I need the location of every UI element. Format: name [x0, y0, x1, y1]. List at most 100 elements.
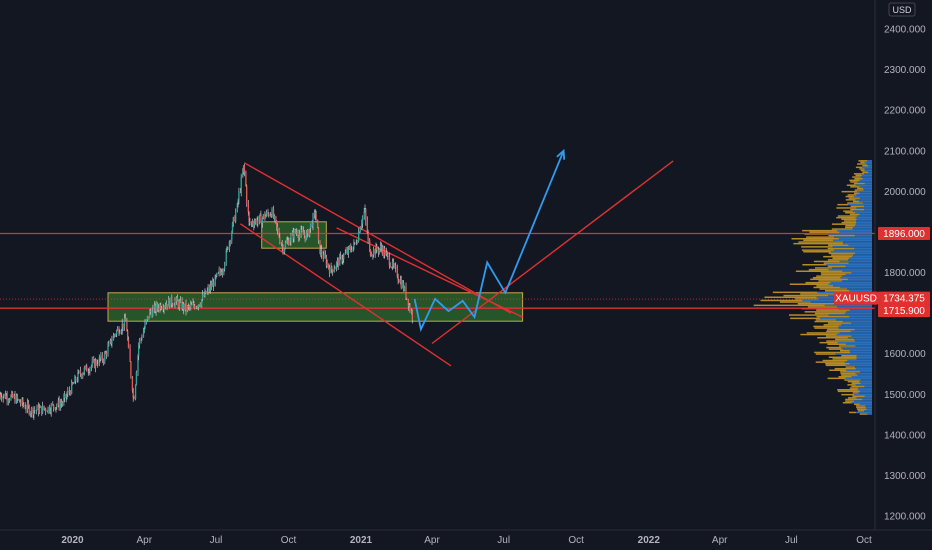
price-candle [55, 406, 57, 413]
price-candle [179, 298, 181, 311]
volume-profile-bar-up [849, 290, 872, 292]
price-candle [301, 225, 303, 233]
price-candle [388, 252, 391, 269]
volume-profile-bar-up [860, 371, 872, 373]
price-candle [320, 245, 322, 257]
price-candle [261, 216, 264, 228]
volume-profile-bar-down [850, 181, 858, 183]
price-candle [392, 258, 395, 269]
volume-profile-bar-up [833, 239, 872, 242]
volume-profile-bar-up [824, 304, 872, 307]
price-candle [196, 305, 198, 310]
volume-profile-bar-up [854, 328, 872, 331]
price-candle [113, 333, 115, 338]
price-candle [356, 239, 358, 245]
price-candle [254, 218, 257, 225]
price-candle [336, 257, 339, 268]
price-candle [320, 244, 323, 259]
price-badge-level: 1896.000 [878, 227, 930, 240]
price-candle [111, 335, 113, 348]
price-candle [116, 326, 119, 332]
price-candle [314, 209, 316, 221]
volume-profile-bar-down [816, 275, 843, 277]
price-candle [328, 264, 331, 278]
price-candle [108, 340, 110, 347]
price-candle [367, 229, 369, 244]
price-candle [194, 304, 196, 310]
volume-profile-bar-down [859, 168, 865, 170]
volume-profile-bar-up [855, 184, 872, 186]
volume-profile-bar-down [827, 265, 846, 268]
volume-profile-bar-up [845, 377, 872, 380]
price-candle [409, 303, 411, 313]
x-tick-label: Apr [137, 535, 153, 546]
volume-profile-bar-down [845, 398, 863, 401]
price-candle [90, 364, 93, 372]
volume-profile-bar-down [822, 359, 848, 362]
volume-profile-bar-down [828, 234, 855, 237]
price-candle [403, 285, 406, 292]
price-candle [105, 350, 108, 360]
volume-profile-bar-up [868, 171, 872, 173]
volume-profile-bar-down [820, 272, 852, 274]
volume-profile-bar-down [849, 179, 860, 182]
price-candle [10, 394, 12, 401]
price-candle [181, 297, 183, 311]
price-candle [8, 397, 11, 403]
volume-profile-bar-up [863, 187, 872, 190]
price-candle [195, 306, 197, 310]
price-candle [260, 210, 262, 224]
volume-profile-bar-up [841, 324, 872, 326]
volume-profile-bar-up [834, 249, 872, 251]
x-tick-label: Oct [568, 535, 584, 546]
price-candle [380, 241, 382, 253]
price-candle [203, 291, 205, 298]
volume-profile-bar-up [864, 168, 872, 170]
price-candle [22, 397, 24, 409]
price-candle [168, 295, 170, 307]
price-candle [341, 254, 343, 264]
price-candle [225, 248, 227, 266]
volume-profile-bar-down [840, 371, 861, 373]
volume-profile-bar-up [855, 199, 872, 201]
volume-profile-bar-down [801, 246, 833, 248]
volume-profile-bar-down [850, 208, 865, 211]
volume-profile-bar-up [856, 207, 872, 209]
volume-profile-bar-down [851, 382, 861, 384]
volume-profile-bar-down [827, 343, 847, 345]
price-candle [160, 306, 163, 310]
price-candle [342, 254, 344, 265]
price-candle [212, 278, 215, 291]
price-candle [383, 245, 385, 259]
x-axis[interactable]: 2020 Apr Jul Oct 2021 Apr Jul Oct 2022 Apr Jul Oct [0, 529, 932, 546]
volume-profile-bar-down [837, 389, 858, 391]
volume-profile-bar-down [848, 397, 857, 399]
volume-profile-bar-down [817, 337, 848, 339]
volume-profile-bar-down [854, 403, 860, 406]
volume-profile-bar-down [826, 346, 841, 349]
price-candle [223, 268, 225, 276]
price-candle [282, 244, 284, 255]
price-candle [155, 300, 157, 316]
volume-profile-bar-down [845, 195, 854, 198]
price-candle [269, 212, 272, 217]
price-candle [276, 220, 278, 231]
price-candle [304, 235, 306, 243]
volume-profile-bar-down [827, 328, 855, 331]
volume-profile-bar-down [806, 236, 835, 238]
volume-profile-bar-up [858, 387, 872, 389]
price-candle [123, 313, 126, 331]
price-candle [212, 277, 214, 287]
price-candle [45, 407, 47, 416]
volume-profile-bar-down [826, 330, 851, 333]
price-candle [246, 184, 248, 207]
price-candle [309, 223, 312, 233]
volume-profile-bar-down [853, 200, 859, 203]
price-candle [242, 165, 245, 175]
price-candle [229, 239, 231, 247]
volume-profile-bar-down [800, 293, 840, 295]
volume-profile-bar-down [844, 379, 861, 381]
y-tick-label: 1500.000 [884, 390, 926, 401]
price-candle [80, 373, 82, 379]
